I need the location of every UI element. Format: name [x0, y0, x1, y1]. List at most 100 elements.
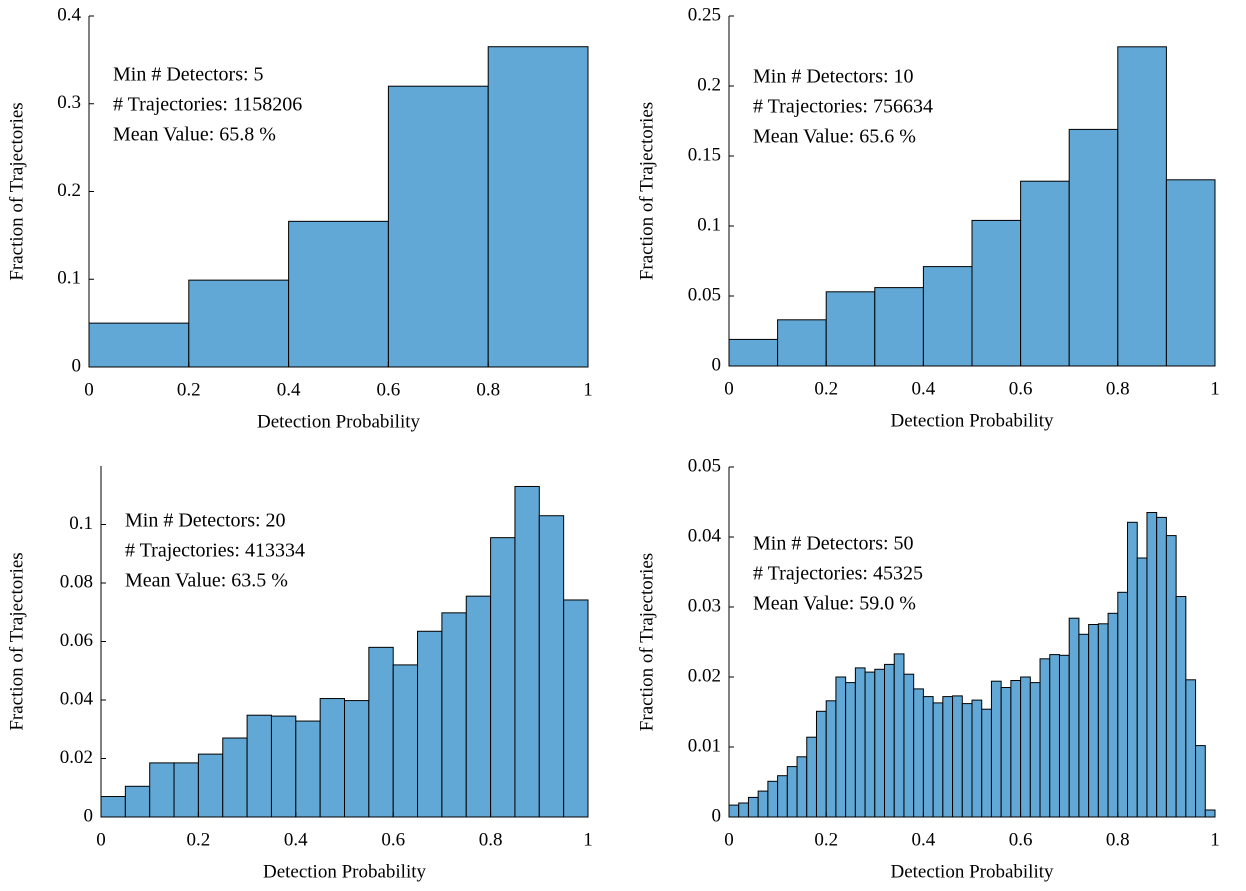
bar	[806, 736, 817, 818]
x-tick-label: 1	[583, 379, 593, 400]
bar	[728, 804, 740, 818]
y-tick-label: 0.1	[697, 214, 721, 235]
y-tick-label: 0.06	[60, 630, 93, 651]
bar	[563, 599, 589, 818]
bar	[990, 680, 1002, 818]
y-axis-label: Fraction of Trajectories	[636, 102, 657, 280]
bar	[1039, 658, 1051, 818]
bar	[1204, 809, 1216, 818]
bar	[864, 671, 876, 818]
bar	[173, 762, 199, 818]
bar	[1068, 617, 1080, 818]
bar	[1058, 654, 1070, 818]
bar	[487, 46, 589, 368]
bar	[124, 785, 151, 818]
bar	[1088, 624, 1099, 818]
x-tick-label: 0.2	[814, 378, 838, 399]
bar	[270, 715, 297, 818]
bar	[188, 279, 290, 368]
bar	[922, 696, 934, 818]
y-tick-label: 0.2	[697, 74, 721, 95]
x-tick-label: 0.8	[1106, 378, 1130, 399]
bar	[387, 85, 489, 368]
bar	[942, 696, 954, 818]
x-tick-label: 0.8	[479, 829, 503, 850]
bar	[845, 682, 856, 818]
bar	[786, 766, 798, 818]
bar	[392, 664, 419, 818]
bar	[1020, 180, 1070, 367]
bar	[197, 753, 224, 818]
bar	[1175, 596, 1187, 818]
x-tick-label: 0.6	[1009, 829, 1033, 850]
x-tick-label: 0	[84, 379, 94, 400]
annotation: Min # Detectors: 20	[125, 510, 286, 532]
bar	[288, 220, 389, 368]
bar	[893, 653, 905, 818]
annotation: Min # Detectors: 50	[753, 533, 914, 555]
x-tick-label: 1	[583, 829, 593, 850]
bar	[777, 319, 827, 367]
y-tick-label: 0.1	[57, 268, 81, 289]
y-tick-label: 0.04	[60, 688, 94, 709]
bar	[767, 780, 779, 818]
bar	[1010, 680, 1022, 818]
x-axis-label: Detection Probability	[890, 861, 1054, 882]
bar	[1097, 623, 1109, 818]
bar	[514, 485, 540, 818]
y-tick-label: 0	[712, 354, 722, 375]
bar	[932, 702, 944, 818]
bar	[222, 737, 248, 818]
annotation: # Trajectories: 1158206	[113, 94, 302, 116]
bar	[490, 537, 516, 818]
y-tick-label: 0	[84, 805, 94, 826]
x-tick-label: 0.8	[476, 379, 500, 400]
y-tick-label: 0.1	[69, 513, 93, 534]
x-tick-label: 0.4	[912, 378, 936, 399]
bar	[295, 720, 321, 818]
x-tick-label: 0	[724, 378, 734, 399]
y-tick-label: 0.2	[57, 180, 81, 201]
x-tick-label: 0.6	[1009, 378, 1033, 399]
bar	[1117, 591, 1129, 818]
bar	[981, 708, 992, 818]
y-tick-label: 0.02	[688, 665, 721, 686]
x-tick-label: 0.4	[284, 829, 308, 850]
bar	[1000, 687, 1012, 818]
bar	[815, 710, 827, 818]
bar	[1156, 516, 1167, 818]
y-tick-label: 0.3	[57, 92, 81, 113]
bar	[961, 703, 973, 818]
x-tick-label: 0.2	[177, 379, 201, 400]
annotation: Mean Value: 59.0 %	[753, 593, 916, 615]
bar	[922, 266, 973, 367]
bar	[1165, 179, 1216, 367]
bar	[777, 775, 788, 818]
bar	[738, 802, 749, 818]
x-tick-label: 0.8	[1106, 829, 1130, 850]
bar	[441, 612, 467, 818]
bar	[100, 796, 126, 818]
bar	[952, 695, 963, 818]
x-tick-label: 1	[1210, 829, 1220, 850]
bar	[1078, 633, 1090, 818]
x-tick-label: 0.2	[187, 829, 211, 850]
y-tick-label: 0.08	[60, 571, 93, 592]
bar	[417, 630, 443, 818]
annotation: Min # Detectors: 5	[113, 64, 264, 86]
x-axis-label: Detection Probability	[263, 861, 427, 882]
x-tick-label: 0.6	[381, 829, 405, 850]
y-tick-label: 0	[72, 355, 82, 376]
bar	[344, 700, 370, 818]
x-axis-label: Detection Probability	[257, 411, 421, 432]
annotation: Mean Value: 63.5 %	[125, 570, 288, 592]
y-tick-label: 0.05	[688, 284, 721, 305]
bar	[747, 796, 759, 818]
y-tick-label: 0.25	[688, 4, 721, 25]
bar	[835, 676, 847, 818]
x-tick-label: 0.6	[377, 379, 401, 400]
bar	[1127, 521, 1138, 818]
bar	[88, 322, 190, 368]
y-axis-label: Fraction of Trajectories	[6, 552, 27, 730]
annotation: # Trajectories: 756634	[753, 96, 933, 118]
